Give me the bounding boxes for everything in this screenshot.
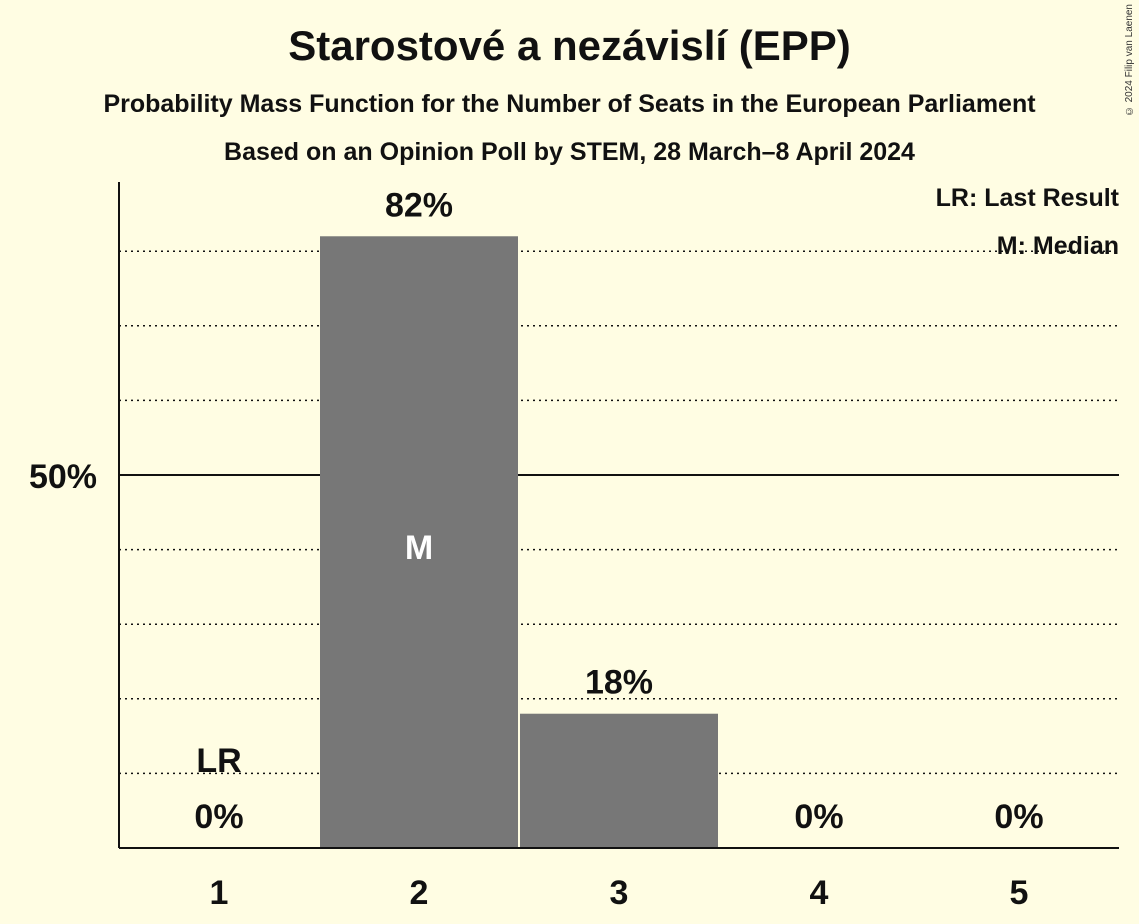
chart-subtitle: Probability Mass Function for the Number… bbox=[103, 90, 1036, 118]
legend-median: M: Median bbox=[996, 232, 1119, 260]
x-tick-label-1: 1 bbox=[210, 874, 229, 912]
y-tick-label: 50% bbox=[29, 458, 97, 496]
chart-source: Based on an Opinion Poll by STEM, 28 Mar… bbox=[224, 138, 915, 166]
value-label-3: 18% bbox=[585, 664, 653, 702]
value-label-1: 0% bbox=[194, 798, 243, 836]
x-tick-label-5: 5 bbox=[1010, 874, 1029, 912]
chart-title: Starostové a nezávislí (EPP) bbox=[288, 22, 851, 69]
bar-2 bbox=[320, 236, 518, 848]
x-tick-label-3: 3 bbox=[610, 874, 629, 912]
x-tick-label-4: 4 bbox=[810, 874, 829, 912]
x-tick-label-2: 2 bbox=[410, 874, 429, 912]
median-marker: M bbox=[405, 529, 433, 567]
value-label-4: 0% bbox=[794, 798, 843, 836]
value-label-2: 82% bbox=[385, 186, 453, 224]
last-result-marker: LR bbox=[196, 742, 241, 780]
legend-last-result: LR: Last Result bbox=[935, 184, 1119, 212]
bar-3 bbox=[520, 713, 718, 848]
value-label-5: 0% bbox=[994, 798, 1043, 836]
